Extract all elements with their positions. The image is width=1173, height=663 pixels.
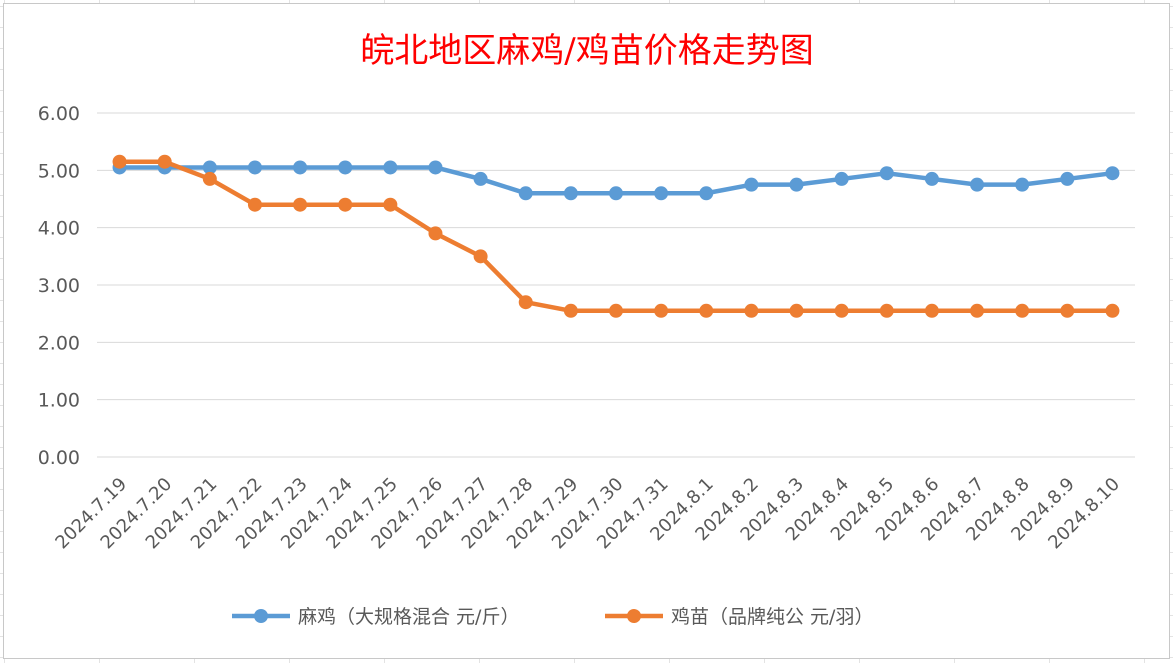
data-point[interactable] [518, 186, 533, 201]
data-point[interactable] [1105, 303, 1120, 318]
data-point[interactable] [563, 186, 578, 201]
y-tick-label: 3.00 [38, 275, 80, 297]
data-point[interactable] [744, 303, 759, 318]
data-point[interactable] [789, 303, 804, 318]
legend[interactable]: 麻鸡（大规格混合 元/斤） 鸡苗（品牌纯公 元/羽） [232, 606, 873, 628]
y-tick-label: 0.00 [38, 447, 80, 469]
data-point[interactable] [202, 160, 217, 175]
data-point[interactable] [1060, 171, 1075, 186]
data-point[interactable] [609, 186, 623, 201]
data-point[interactable] [834, 303, 849, 318]
data-point[interactable] [428, 160, 443, 175]
data-point[interactable] [247, 160, 262, 175]
legend-dot-marker [254, 609, 268, 623]
data-point[interactable] [1015, 177, 1030, 192]
data-point[interactable] [383, 160, 398, 175]
series-layer [112, 154, 1120, 318]
data-point[interactable] [293, 197, 308, 212]
chart-title: 皖北地区麻鸡/鸡苗价格走势图 [360, 31, 813, 71]
y-tick-label: 1.00 [38, 390, 80, 412]
data-point[interactable] [428, 226, 443, 241]
y-tick-label: 4.00 [38, 218, 80, 240]
data-point[interactable] [157, 154, 172, 169]
series-1[interactable] [112, 160, 1120, 201]
data-point[interactable] [970, 303, 985, 318]
legend-item-2[interactable]: 鸡苗（品牌纯公 元/羽） [605, 606, 873, 628]
gridlines [97, 112, 1135, 458]
y-tick-label: 5.00 [38, 160, 80, 182]
data-point[interactable] [654, 303, 669, 318]
data-point[interactable] [1015, 303, 1030, 318]
legend-label: 麻鸡（大规格混合 元/斤） [298, 606, 519, 628]
data-point[interactable] [1105, 166, 1120, 181]
data-point[interactable] [924, 171, 939, 186]
data-point[interactable] [383, 197, 398, 212]
data-point[interactable] [473, 171, 488, 186]
data-point[interactable] [879, 303, 894, 318]
data-point[interactable] [112, 154, 127, 169]
data-point[interactable] [654, 186, 669, 201]
legend-dot-marker [627, 609, 641, 623]
data-point[interactable] [473, 249, 488, 264]
y-tick-label: 6.00 [38, 103, 80, 125]
y-tick-label: 2.00 [38, 332, 80, 354]
data-point[interactable] [293, 160, 308, 175]
data-point[interactable] [609, 303, 623, 318]
data-point[interactable] [744, 177, 759, 192]
data-point[interactable] [970, 177, 985, 192]
data-point[interactable] [202, 171, 217, 186]
data-point[interactable] [1060, 303, 1075, 318]
data-point[interactable] [789, 177, 804, 192]
legend-item-1[interactable]: 麻鸡（大规格混合 元/斤） [232, 606, 519, 628]
data-point[interactable] [338, 160, 353, 175]
data-point[interactable] [563, 303, 578, 318]
data-point[interactable] [879, 166, 894, 181]
data-point[interactable] [699, 186, 714, 201]
data-point[interactable] [338, 197, 353, 212]
legend-label: 鸡苗（品牌纯公 元/羽） [671, 606, 873, 628]
series-2[interactable] [112, 154, 1120, 318]
data-point[interactable] [834, 171, 849, 186]
x-axis: 2024.7.192024.7.202024.7.212024.7.222024… [51, 474, 1123, 554]
data-point[interactable] [699, 303, 714, 318]
data-point[interactable] [247, 197, 262, 212]
chart-frame[interactable] [3, 3, 1170, 659]
y-axis: 0.00 1.00 2.00 3.00 4.00 5.00 6.00 [38, 103, 80, 469]
data-point[interactable] [924, 303, 939, 318]
data-point[interactable] [518, 295, 533, 310]
